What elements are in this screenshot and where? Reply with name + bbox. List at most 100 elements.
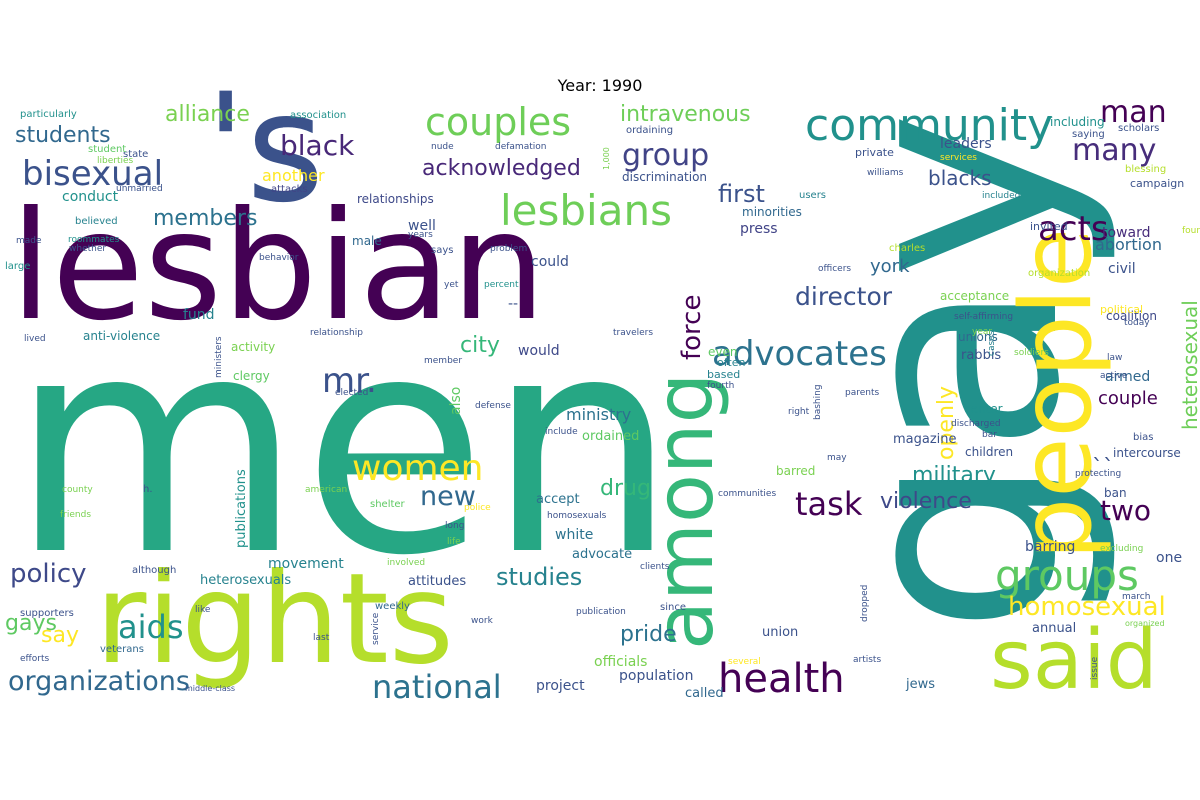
cloud-word: rabbis — [961, 348, 1001, 363]
cloud-word: behavior — [259, 253, 299, 263]
cloud-word: black — [280, 129, 355, 162]
cloud-word: discrimination — [622, 170, 707, 184]
cloud-word: organized — [1125, 619, 1165, 628]
cloud-word: intercourse — [1113, 446, 1181, 460]
cloud-word: often — [717, 356, 745, 369]
cloud-word: annual — [1032, 621, 1076, 636]
cloud-word: clergy — [233, 369, 270, 383]
cloud-word: task — [795, 485, 863, 523]
cloud-word: say — [41, 623, 79, 648]
cloud-word: director — [795, 282, 893, 311]
cloud-word: another — [262, 166, 325, 185]
cloud-word: jews — [905, 677, 935, 692]
cloud-word: services — [940, 153, 977, 163]
cloud-word: march — [1122, 592, 1150, 602]
cloud-word: last — [313, 633, 330, 643]
cloud-word: yet — [444, 280, 459, 290]
cloud-word: union — [762, 625, 798, 640]
cloud-word: bashing — [813, 384, 823, 420]
cloud-word: men — [10, 272, 677, 621]
cloud-word: children — [965, 445, 1013, 459]
cloud-word: even — [708, 345, 737, 359]
cloud-word: could — [531, 254, 569, 270]
cloud-word: h. — [143, 484, 153, 495]
cloud-word: fund — [183, 307, 215, 323]
cloud-word: bar — [982, 430, 997, 440]
cloud-word: force — [677, 295, 707, 360]
cloud-word: several — [728, 657, 761, 667]
cloud-word: white — [555, 527, 593, 543]
cloud-word: press — [740, 221, 778, 237]
cloud-word: soldiers — [1014, 348, 1049, 358]
cloud-word: ban — [1104, 486, 1127, 500]
cloud-word: alliance — [165, 102, 250, 127]
cloud-word: group — [622, 138, 709, 173]
cloud-word: ministry — [566, 405, 631, 424]
cloud-word: political — [1100, 303, 1143, 316]
cloud-word: coalition — [1106, 309, 1157, 323]
cloud-word: health — [718, 656, 845, 702]
cloud-word: percent — [484, 280, 519, 290]
cloud-word: rights — [95, 547, 454, 692]
cloud-word: students — [15, 123, 111, 148]
cloud-word: issue — [1090, 656, 1100, 680]
cloud-word: roommates — [68, 235, 120, 245]
cloud-word: toward — [1102, 225, 1150, 241]
cloud-word: like — [195, 605, 211, 615]
cloud-word: student — [88, 144, 126, 155]
cloud-word: dropped — [860, 585, 870, 622]
cloud-word: today — [1124, 318, 1150, 328]
cloud-word: saying — [1072, 129, 1105, 140]
cloud-word: organization — [1028, 268, 1090, 279]
cloud-word: relationship — [310, 328, 363, 338]
cloud-word: many — [1072, 133, 1156, 168]
cloud-word: campaign — [1130, 177, 1184, 190]
cloud-word: county — [62, 485, 93, 495]
cloud-word: members — [153, 206, 257, 231]
cloud-word: ministers — [214, 336, 224, 378]
cloud-word: middle-class — [185, 684, 235, 693]
cloud-word: efforts — [20, 654, 49, 664]
cloud-word: advocate — [572, 547, 632, 562]
cloud-word: particularly — [20, 109, 77, 120]
cloud-word: state — [123, 149, 148, 160]
cloud-word: veterans — [100, 644, 144, 655]
cloud-word: defamation — [495, 142, 546, 152]
cloud-word: well — [408, 218, 436, 234]
cloud-word: lesbian — [10, 180, 546, 354]
cloud-word: may — [827, 453, 847, 463]
cloud-word: publications — [234, 469, 249, 548]
cloud-word: include — [545, 427, 578, 437]
cloud-word: barred — [776, 464, 815, 478]
cloud-word: population — [619, 668, 694, 684]
cloud-word: project — [536, 678, 585, 694]
cloud-word: drug — [600, 476, 651, 501]
cloud-word: excluding — [1100, 544, 1143, 554]
cloud-word: nude — [431, 142, 454, 152]
cloud-word: heterosexuals — [200, 573, 291, 588]
cloud-word: bisexual — [22, 154, 163, 194]
cloud-word: one — [1156, 550, 1182, 566]
cloud-word: blessing — [1125, 164, 1166, 175]
cloud-word: williams — [867, 168, 904, 178]
cloud-word: man — [1100, 95, 1167, 130]
cloud-word: invited — [1030, 220, 1068, 233]
cloud-word: `` — [1092, 456, 1114, 481]
cloud-word: lived — [24, 334, 46, 344]
cloud-word: police — [464, 503, 491, 513]
cloud-word: accept — [536, 492, 580, 507]
cloud-word: york — [870, 256, 910, 277]
cloud-word: pride — [620, 622, 677, 647]
cloud-word: acceptance — [940, 289, 1009, 303]
cloud-word: leaders — [940, 136, 992, 152]
cloud-word: two — [1100, 494, 1151, 527]
cloud-word: although — [132, 565, 176, 576]
cloud-word: also — [448, 387, 464, 415]
cloud-word: found — [1182, 226, 1200, 236]
cloud-word: scholars — [1118, 123, 1159, 134]
cloud-word: believed — [75, 216, 118, 227]
cloud-word: long — [445, 521, 464, 531]
cloud-word: self-affirming — [954, 312, 1013, 322]
cloud-word: called — [685, 686, 724, 701]
cloud-word: gay — [791, 111, 1123, 635]
